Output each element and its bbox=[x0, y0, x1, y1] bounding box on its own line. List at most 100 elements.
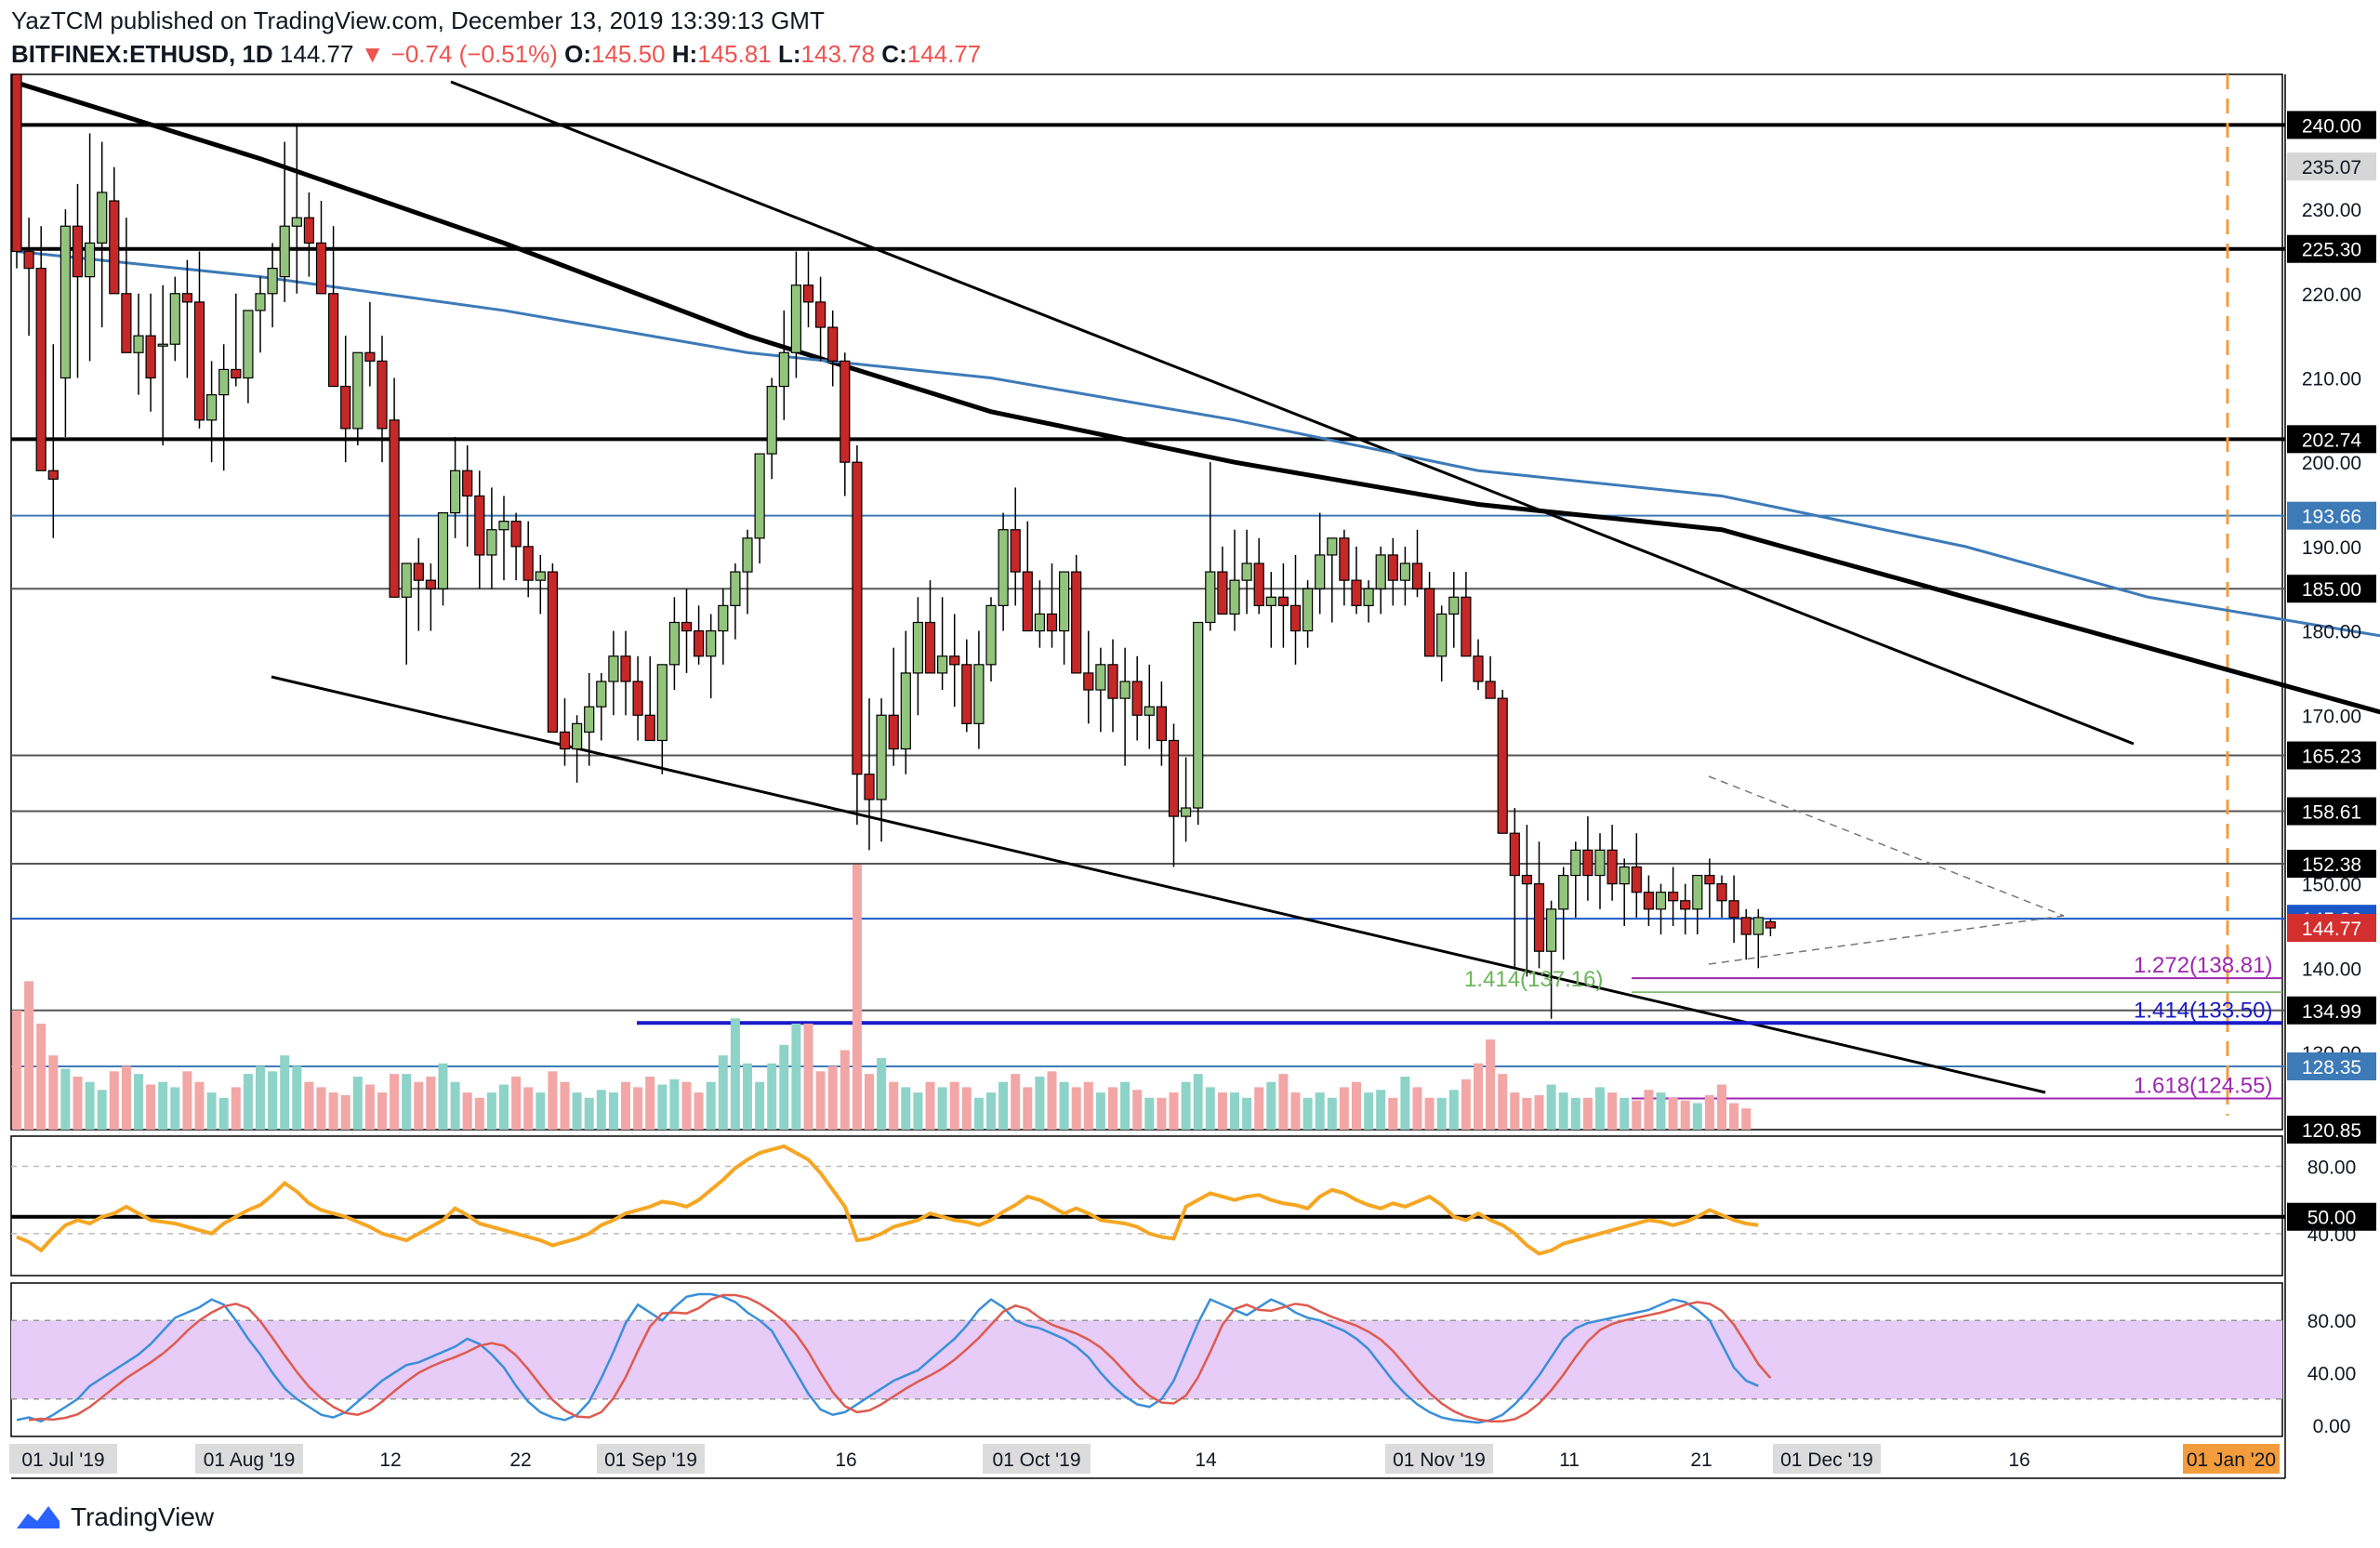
volume-bar bbox=[767, 1063, 777, 1130]
candle-body bbox=[998, 529, 1009, 606]
volume-bar bbox=[572, 1092, 582, 1130]
volume-bar bbox=[803, 1024, 813, 1130]
candle-body bbox=[340, 385, 351, 430]
candle-body bbox=[1253, 562, 1264, 606]
time-tag-bg bbox=[195, 1444, 303, 1474]
price-axis-label: 202.74 bbox=[2302, 430, 2362, 451]
volume-bar bbox=[1254, 1087, 1264, 1130]
price-tag-bg bbox=[2287, 741, 2376, 770]
volume-bar bbox=[1486, 1039, 1496, 1130]
volume-bar bbox=[1230, 1092, 1239, 1130]
fib-label: 1.618(124.55) bbox=[2134, 1073, 2272, 1098]
volume-bar bbox=[560, 1081, 570, 1130]
volume-bar bbox=[462, 1092, 472, 1130]
volume-bar bbox=[438, 1063, 448, 1130]
candle-body bbox=[718, 604, 729, 632]
candle-body bbox=[864, 774, 875, 800]
time-tag-bg bbox=[983, 1444, 1091, 1474]
symbol-line: BITFINEX:ETHUSD, 1D 144.77 ▼ −0.74 (−0.5… bbox=[11, 37, 1964, 71]
candle-body bbox=[1533, 883, 1545, 952]
volume-bar bbox=[1095, 1092, 1105, 1130]
price-axis-label: 225.30 bbox=[2302, 240, 2361, 261]
time-tag-bg bbox=[1773, 1444, 1881, 1474]
candle-body bbox=[1327, 537, 1338, 556]
candle-body bbox=[876, 714, 887, 800]
volume-bar bbox=[1729, 1103, 1739, 1130]
candle-body bbox=[766, 385, 777, 455]
volume-bar bbox=[584, 1097, 594, 1130]
rsi-pane bbox=[10, 1135, 2283, 1277]
candle-body bbox=[1375, 554, 1386, 589]
candle-body bbox=[267, 267, 278, 295]
volume-bar bbox=[1412, 1087, 1422, 1130]
volume-bar bbox=[1071, 1087, 1081, 1130]
volume-bar bbox=[1315, 1092, 1325, 1130]
candle-body bbox=[814, 301, 826, 328]
price-tag-bg bbox=[2287, 996, 2376, 1025]
candle-body bbox=[936, 655, 948, 674]
volume-bar bbox=[986, 1092, 996, 1130]
candle-body bbox=[1692, 874, 1703, 910]
time-axis-label: 21 bbox=[1690, 1449, 1712, 1471]
candle-body bbox=[754, 453, 765, 539]
candle-body bbox=[1131, 681, 1143, 716]
candle-body bbox=[1765, 920, 1777, 929]
volume-bar bbox=[1498, 1074, 1508, 1130]
price-axis-label: 165.23 bbox=[2302, 747, 2361, 768]
candle-body bbox=[1351, 579, 1362, 606]
volume-bar bbox=[1448, 1090, 1459, 1130]
candle-body bbox=[486, 529, 497, 556]
volume-bar bbox=[913, 1092, 923, 1130]
volume-bar bbox=[24, 981, 34, 1130]
price-axis-label: 230.00 bbox=[2302, 200, 2361, 221]
tradingview-logo[interactable]: TradingView bbox=[15, 1499, 214, 1536]
time-tag-bg bbox=[1385, 1444, 1493, 1474]
ohlc-low: 143.78 bbox=[800, 40, 876, 68]
candle-body bbox=[328, 293, 339, 388]
candle-body bbox=[1570, 849, 1581, 877]
price-tag-bg bbox=[2287, 1116, 2376, 1144]
volume-bar bbox=[523, 1087, 534, 1130]
volume-bar bbox=[973, 1097, 984, 1130]
candle-body bbox=[1095, 664, 1106, 691]
candle-body bbox=[1058, 571, 1070, 632]
tradingview-logo-text: TradingView bbox=[71, 1502, 215, 1531]
tradingview-logo-icon bbox=[17, 1506, 60, 1528]
price-axis-label: 190.00 bbox=[2302, 537, 2361, 559]
volume-bar bbox=[12, 1010, 21, 1130]
volume-bar bbox=[474, 1097, 484, 1130]
candle-body bbox=[1265, 596, 1276, 606]
candle-body bbox=[668, 621, 681, 666]
volume-bar bbox=[949, 1081, 959, 1130]
volume-bar bbox=[316, 1087, 326, 1130]
volume-bar bbox=[669, 1078, 680, 1130]
rsi-axis-label: 40.00 bbox=[2307, 1224, 2357, 1246]
volume-bar bbox=[645, 1077, 655, 1130]
time-axis-label: 22 bbox=[509, 1449, 531, 1471]
candle-body bbox=[1752, 917, 1764, 935]
volume-bar bbox=[1217, 1092, 1227, 1130]
price-axis-label: 210.00 bbox=[2302, 368, 2361, 390]
candle-body bbox=[450, 470, 461, 514]
candle-body bbox=[656, 664, 668, 742]
time-axis-label: 01 Sep '19 bbox=[604, 1449, 697, 1471]
candle-body bbox=[1241, 562, 1252, 581]
publish-line: YazTCM published on TradingView.com, Dec… bbox=[11, 7, 825, 34]
candle-body bbox=[1180, 807, 1192, 817]
candle-body bbox=[193, 301, 205, 421]
volume-bar bbox=[548, 1071, 558, 1130]
volume-bar bbox=[681, 1081, 692, 1130]
volume-bar bbox=[1522, 1097, 1532, 1130]
volume-bar bbox=[1023, 1087, 1033, 1130]
price-axis-label: 158.61 bbox=[2302, 802, 2361, 824]
candle-body bbox=[522, 546, 534, 581]
candle-body bbox=[706, 629, 717, 657]
volume-bar bbox=[1388, 1097, 1398, 1130]
candle-body bbox=[1399, 562, 1411, 581]
volume-bar bbox=[1047, 1071, 1057, 1130]
candle-body bbox=[1485, 681, 1496, 699]
candle-body bbox=[169, 293, 180, 345]
symbol-name[interactable]: BITFINEX:ETHUSD, 1D bbox=[11, 40, 273, 68]
price-tag-bg bbox=[2287, 425, 2376, 454]
